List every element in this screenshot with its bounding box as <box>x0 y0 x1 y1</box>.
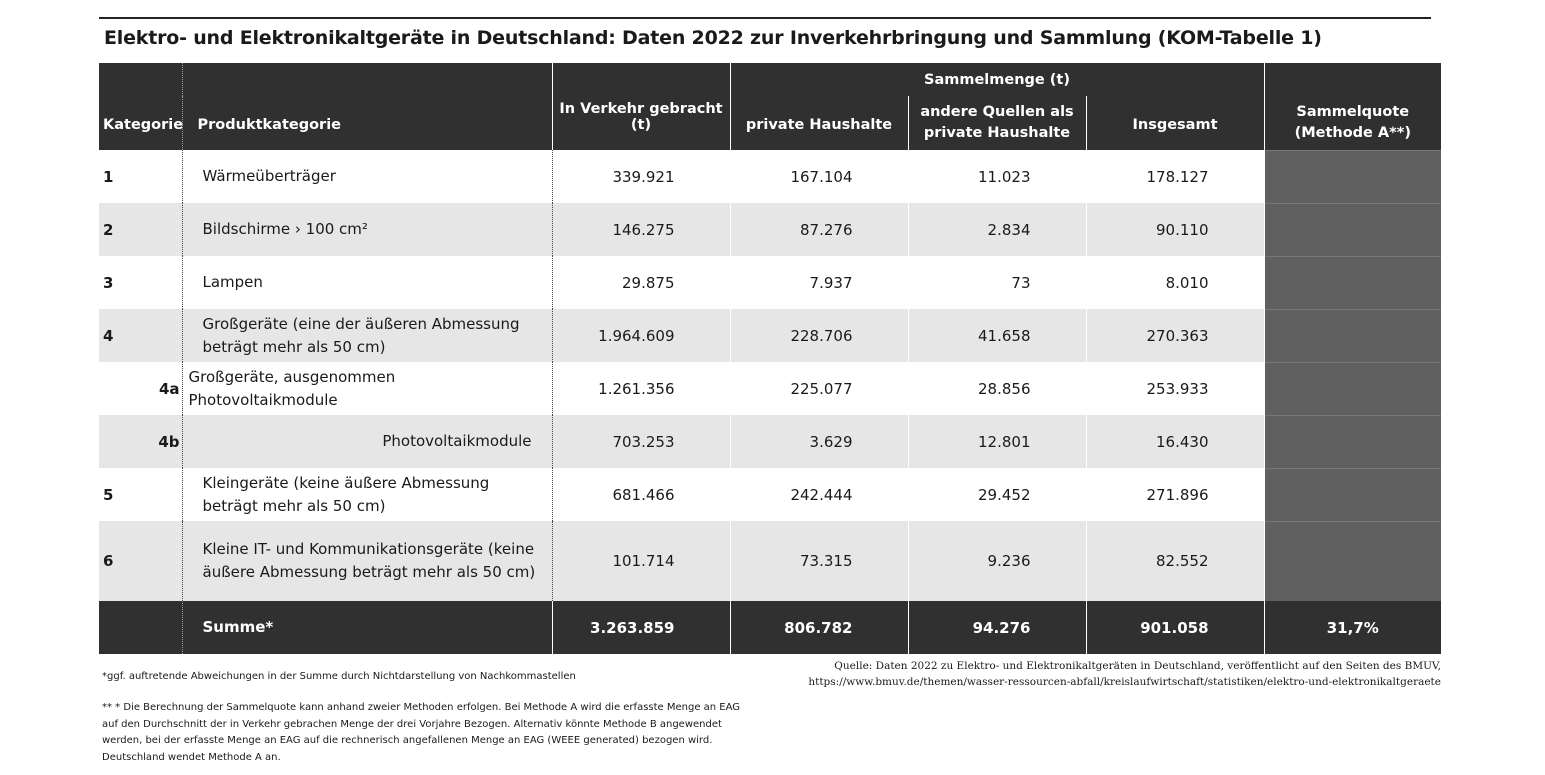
produkt-cell: Photovoltaikmodule <box>181 415 552 468</box>
in-verkehr-cell: 703.253 <box>551 415 730 468</box>
kategorie-cell: 3 <box>99 256 182 309</box>
produkt-cell: Wärmeüberträger <box>181 150 552 203</box>
produkt-cell: Großgeräte, ausgenommen Photovoltaikmodu… <box>181 362 552 415</box>
table-row: 1 Wärmeüberträger 339.921 167.104 11.023… <box>99 149 1442 203</box>
in-verkehr-cell: 101.714 <box>551 521 730 601</box>
produkt-cell: Bildschirme › 100 cm² <box>181 203 552 256</box>
insgesamt-cell: 90.110 <box>1085 203 1265 256</box>
quote-cell <box>1263 414 1442 468</box>
header-sammelmenge: Sammelmenge (t) <box>729 63 1265 96</box>
in-verkehr-cell: 681.466 <box>551 468 730 521</box>
in-verkehr-cell: 339.921 <box>551 150 730 203</box>
summe-quote: 31,7% <box>1263 601 1442 654</box>
private-cell: 7.937 <box>729 256 908 309</box>
andere-cell: 12.801 <box>907 415 1086 468</box>
table-row: 5 Kleingeräte (keine äußere Abmessung be… <box>99 467 1442 521</box>
andere-cell: 73 <box>907 256 1086 309</box>
kategorie-cell: 4a <box>99 362 182 415</box>
header-produktkategorie: Produktkategorie <box>181 63 552 150</box>
quote-cell <box>1263 361 1442 415</box>
footnote-methode: ** * Die Berechnung der Sammelquote kann… <box>102 702 741 763</box>
header-private: private Haushalte <box>729 96 908 150</box>
header-sammelquote: Sammelquote (Methode A**) <box>1263 63 1442 150</box>
table-row: 3 Lampen 29.875 7.937 73 8.010 <box>99 255 1442 309</box>
kategorie-cell: 5 <box>99 468 182 521</box>
table-row: 6 Kleine IT- und Kommunikationsgeräte (k… <box>99 520 1442 601</box>
header-andere: andere Quellen als private Haushalte <box>907 96 1086 150</box>
kategorie-cell: 2 <box>99 203 182 256</box>
source-line-1: Quelle: Daten 2022 zu Elektro- und Elekt… <box>834 660 1441 672</box>
produkt-cell: Kleine IT- und Kommunikationsgeräte (kei… <box>181 521 552 601</box>
table-title: Elektro- und Elektronikaltgeräte in Deut… <box>104 27 1322 49</box>
top-rule <box>99 17 1431 19</box>
andere-cell: 41.658 <box>907 309 1086 362</box>
footnote-rounding: *ggf. auftretende Abweichungen in der Su… <box>102 671 576 682</box>
quote-cell <box>1263 149 1442 203</box>
in-verkehr-cell: 29.875 <box>551 256 730 309</box>
quote-cell <box>1263 467 1442 521</box>
kategorie-cell: 4 <box>99 309 182 362</box>
kategorie-cell: 1 <box>99 150 182 203</box>
kategorie-cell: 6 <box>99 521 182 601</box>
quote-cell <box>1263 255 1442 309</box>
quote-cell <box>1263 520 1442 601</box>
andere-cell: 2.834 <box>907 203 1086 256</box>
insgesamt-cell: 178.127 <box>1085 150 1265 203</box>
header-insgesamt: Insgesamt <box>1085 96 1265 150</box>
andere-cell: 29.452 <box>907 468 1086 521</box>
table-row: 4 Großgeräte (eine der äußeren Abmessung… <box>99 308 1442 362</box>
insgesamt-cell: 8.010 <box>1085 256 1265 309</box>
table-row: 2 Bildschirme › 100 cm² 146.275 87.276 2… <box>99 202 1442 256</box>
summe-row: Summe* 3.263.859 806.782 94.276 901.058 … <box>99 601 1442 654</box>
private-cell: 87.276 <box>729 203 908 256</box>
quote-cell <box>1263 202 1442 256</box>
andere-cell: 11.023 <box>907 150 1086 203</box>
summe-andere: 94.276 <box>907 601 1086 654</box>
andere-cell: 28.856 <box>907 362 1086 415</box>
source-note: Quelle: Daten 2022 zu Elektro- und Elekt… <box>808 658 1441 690</box>
insgesamt-cell: 253.933 <box>1085 362 1265 415</box>
header-kategorie: Kategorie <box>99 63 183 150</box>
summe-kategorie-cell <box>99 601 182 654</box>
data-table: Kategorie Produktkategorie In Verkehr ge… <box>99 63 1442 654</box>
summe-in-verkehr: 3.263.859 <box>551 601 730 654</box>
private-cell: 73.315 <box>729 521 908 601</box>
private-cell: 242.444 <box>729 468 908 521</box>
produkt-cell: Großgeräte (eine der äußeren Abmessung b… <box>181 309 552 362</box>
insgesamt-cell: 16.430 <box>1085 415 1265 468</box>
private-cell: 228.706 <box>729 309 908 362</box>
header-in-verkehr: In Verkehr gebracht (t) <box>551 63 730 150</box>
source-url: https://www.bmuv.de/themen/wasser-ressou… <box>808 676 1441 688</box>
summe-private: 806.782 <box>729 601 908 654</box>
insgesamt-cell: 270.363 <box>1085 309 1265 362</box>
andere-cell: 9.236 <box>907 521 1086 601</box>
in-verkehr-cell: 1.964.609 <box>551 309 730 362</box>
produkt-cell: Lampen <box>181 256 552 309</box>
private-cell: 3.629 <box>729 415 908 468</box>
private-cell: 167.104 <box>729 150 908 203</box>
table-row: 4b Photovoltaikmodule 703.253 3.629 12.8… <box>99 414 1442 468</box>
summe-label: Summe* <box>181 601 552 654</box>
insgesamt-cell: 82.552 <box>1085 521 1265 601</box>
insgesamt-cell: 271.896 <box>1085 468 1265 521</box>
in-verkehr-cell: 146.275 <box>551 203 730 256</box>
in-verkehr-cell: 1.261.356 <box>551 362 730 415</box>
summe-insgesamt: 901.058 <box>1085 601 1265 654</box>
quote-cell <box>1263 308 1442 362</box>
kategorie-cell: 4b <box>99 415 182 468</box>
produkt-cell: Kleingeräte (keine äußere Abmessung betr… <box>181 468 552 521</box>
table-row: 4a Großgeräte, ausgenommen Photovoltaikm… <box>99 361 1442 415</box>
private-cell: 225.077 <box>729 362 908 415</box>
